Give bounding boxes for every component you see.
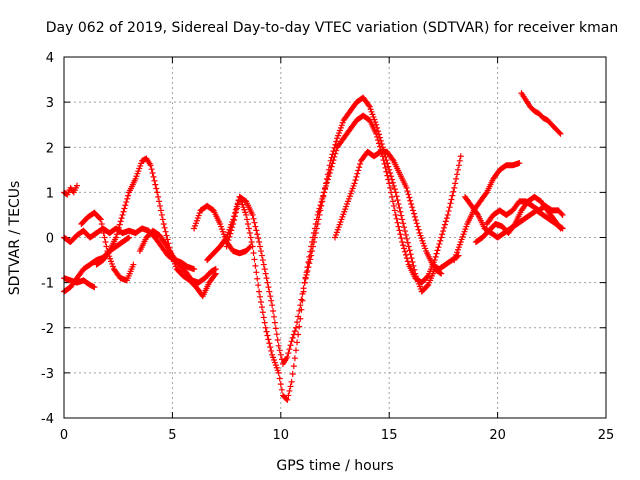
grid-lines [64,57,606,418]
series-track-h [191,202,254,257]
x-tick-label: 25 [598,428,615,443]
data-point-markers [136,227,219,286]
series-track-q [518,90,564,137]
x-tick-label: 15 [381,428,398,443]
x-tick-label: 5 [168,428,176,443]
data-point-markers [462,193,566,241]
y-tick-label: -2 [41,322,54,337]
data-point-markers [191,202,254,257]
y-tick-label: 1 [46,186,54,201]
x-tick-label: 10 [273,428,290,443]
series-track-m [451,160,523,264]
series-track-f [93,155,219,300]
series-track-k [301,112,464,286]
chart-title: Day 062 of 2019, Sidereal Day-to-day VTE… [46,20,618,36]
series-track-e [78,209,137,284]
series-track-n [462,193,566,241]
x-tick-label: 0 [60,428,68,443]
series-track-j [223,94,445,403]
data-marks [61,90,566,403]
y-tick-label: 2 [46,141,54,156]
y-axis-label: SDTVAR / TECUs [7,181,23,296]
series-track-o [472,193,564,246]
data-point-markers [223,94,445,403]
series-track-g [136,227,219,286]
x-tick-label: 20 [489,428,506,443]
series-track-l [332,148,462,273]
axis-ticks: 0 5 10 15 20 25 -4 -3 -2 -1 0 1 2 3 4 [41,51,614,443]
data-point-markers [93,155,219,300]
data-point-markers [472,193,564,246]
y-tick-label: 0 [46,232,54,247]
y-tick-label: -3 [41,367,54,382]
y-tick-label: 3 [46,96,54,111]
y-tick-label: -4 [41,412,54,427]
y-tick-label: 4 [46,51,54,66]
plot-frame [63,56,607,419]
data-point-markers [518,90,564,137]
data-point-markers [332,148,462,273]
y-tick-label: -1 [41,277,54,292]
x-axis-label: GPS time / hours [276,458,393,474]
data-point-markers [451,160,523,264]
series-track-p [483,198,566,227]
data-point-markers [301,112,464,286]
data-point-markers [78,209,137,284]
data-point-markers [483,198,566,227]
